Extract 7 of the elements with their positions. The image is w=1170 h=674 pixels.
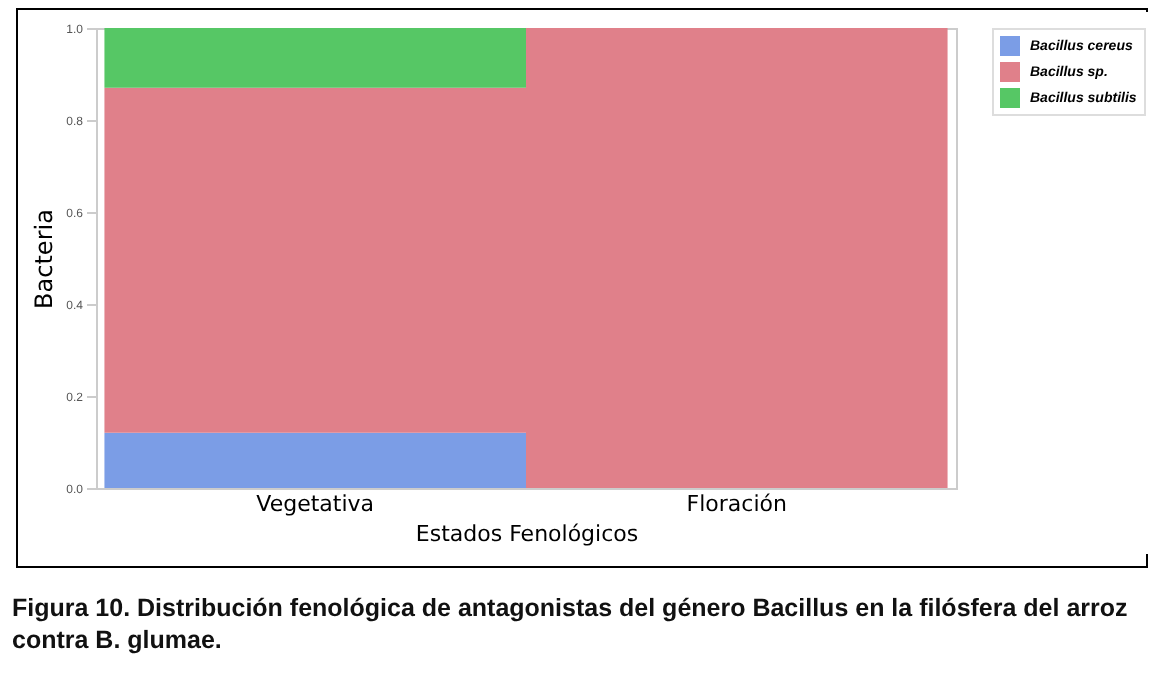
text: Figura 10. Distribución fenológica de antagonistas del género Bacillus en la filósfera del arroz contra B. glumae. [12, 592, 1130, 656]
bar [104, 28, 526, 88]
x-axis-title: Estados Fenológicos [415, 521, 639, 547]
x-tick-label: Floración [686, 491, 788, 517]
bar [104, 432, 526, 488]
x-tick-label: Vegetativa [256, 491, 375, 517]
y-axis-title: Bacteria [30, 209, 59, 309]
